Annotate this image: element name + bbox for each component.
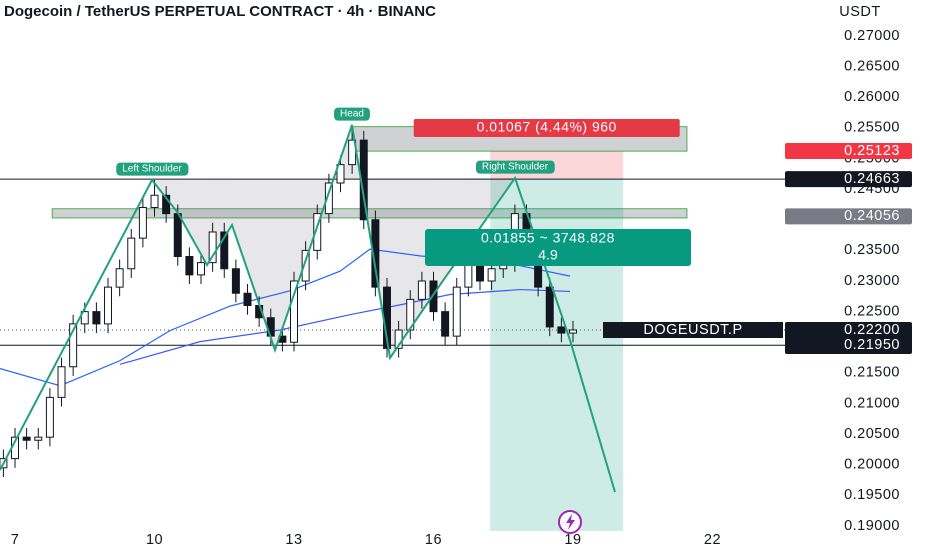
candle-body (557, 326, 566, 334)
candle-body (464, 262, 473, 288)
plot-area: Left Shoulder Head Right Shoulder 0.01067 (… (0, 107, 790, 531)
x-tick-label: 10 (146, 532, 163, 548)
y-tick-label: 0.26500 (844, 58, 900, 74)
candle-body (487, 268, 496, 282)
x-tick-label: 13 (285, 532, 302, 548)
candle-body (162, 194, 171, 215)
x-tick-label: 16 (425, 532, 442, 548)
price-label-box (785, 142, 912, 159)
position-label-box (413, 119, 680, 137)
candle-body (371, 219, 380, 288)
y-tick-label: 0.25500 (844, 120, 900, 136)
price-label-box (785, 208, 912, 225)
price-label-box (785, 171, 912, 188)
y-tick-label: 0.20000 (844, 457, 900, 473)
pattern-line (0, 124, 616, 493)
candle-body (324, 182, 333, 215)
y-tick-label: 0.23500 (844, 242, 900, 258)
lightning-icon (566, 514, 575, 530)
candle-body (115, 268, 124, 288)
y-tick-label: 0.27000 (844, 28, 900, 44)
chart-title: Dogecoin / TetherUS PERPETUAL CONTRACT ·… (4, 3, 436, 20)
candle-body (220, 231, 229, 270)
candle-body (45, 396, 54, 438)
candle-body (104, 286, 113, 325)
y-tick-label: 0.21000 (844, 395, 900, 411)
pattern-label-box (334, 107, 370, 121)
candle-body (173, 213, 182, 258)
symbol-label: DOGEUSDT.P (643, 322, 742, 338)
y-tick-label: 0.19500 (844, 487, 900, 503)
candle-body (452, 286, 461, 337)
candle-body (336, 164, 345, 184)
pattern-label-box (475, 160, 555, 174)
pattern-label: Left Shoulder (122, 164, 182, 175)
price-label-box (785, 337, 912, 354)
candle-body (57, 366, 66, 398)
candle-body (22, 436, 31, 441)
price-label: 0.24663 (844, 171, 900, 187)
y-tick-label: 0.21500 (844, 365, 900, 381)
candle-body (231, 268, 240, 294)
candle-body (80, 311, 89, 325)
candle-body (243, 292, 252, 307)
x-tick-label: 19 (564, 532, 581, 548)
candle-body (69, 323, 78, 368)
candle-body (92, 311, 101, 325)
y-tick-label: 0.26000 (844, 89, 900, 105)
position-label: 0.01067 (4.44%) 960 (477, 119, 617, 135)
y-tick-label: 0.22500 (844, 303, 900, 319)
candle-body (301, 249, 310, 282)
candle-body (127, 237, 136, 270)
pattern-label-box (116, 162, 189, 176)
price-label: 0.21950 (844, 337, 900, 353)
currency: USDT (839, 4, 880, 20)
symbol-box (603, 322, 783, 338)
price-label: 0.22200 (844, 322, 900, 338)
candle-body (208, 231, 217, 264)
position-label-box (425, 229, 691, 266)
x-tick-label: 22 (704, 532, 721, 548)
candle-body (441, 311, 450, 337)
y-tick-label: 0.23000 (844, 273, 900, 289)
candle-body (197, 262, 205, 276)
price-axis: 0.270000.265000.260000.255000.250000.245… (603, 28, 912, 534)
candle-body (417, 280, 426, 300)
y-tick-label: 0.20500 (844, 426, 900, 442)
y-tick-label: 0.19000 (844, 518, 900, 534)
position-label: 0.01855 ~ 3748.828 (481, 230, 615, 246)
price-label: 0.25123 (844, 143, 900, 159)
moving-average (119, 288, 570, 365)
candle-body (150, 194, 159, 209)
candle-body (138, 207, 147, 239)
candle-body (545, 286, 554, 328)
pattern-label: Head (340, 109, 364, 120)
candle-body (290, 280, 298, 343)
zone (51, 208, 688, 219)
candle-body (569, 329, 577, 334)
candle-body (429, 280, 438, 313)
position-label: 4.9 (538, 247, 558, 263)
price-label: 0.24056 (844, 208, 900, 224)
candle-body (185, 256, 194, 276)
pattern-label: Right Shoulder (482, 162, 549, 173)
candle-body (34, 436, 43, 441)
candle-body (313, 213, 322, 251)
x-tick-label: 7 (11, 532, 20, 548)
